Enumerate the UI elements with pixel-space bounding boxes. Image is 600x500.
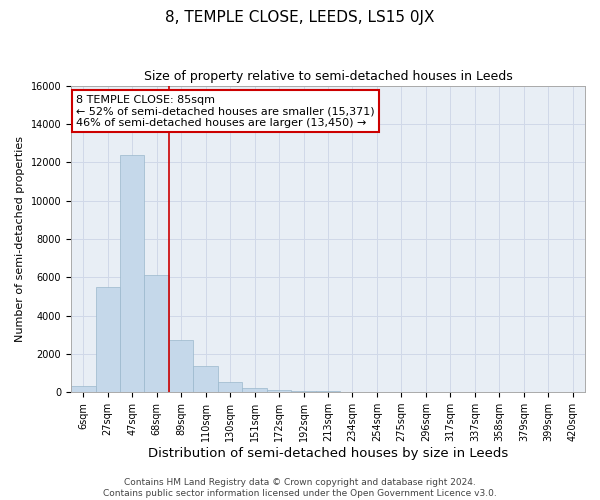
Bar bbox=[71, 386, 95, 392]
Bar bbox=[120, 154, 145, 392]
Bar bbox=[145, 276, 169, 392]
Y-axis label: Number of semi-detached properties: Number of semi-detached properties bbox=[15, 136, 25, 342]
Bar bbox=[193, 366, 218, 392]
Bar bbox=[218, 382, 242, 392]
Text: 8, TEMPLE CLOSE, LEEDS, LS15 0JX: 8, TEMPLE CLOSE, LEEDS, LS15 0JX bbox=[165, 10, 435, 25]
Bar bbox=[267, 390, 292, 392]
Bar bbox=[292, 390, 316, 392]
Bar bbox=[169, 340, 193, 392]
Bar bbox=[242, 388, 267, 392]
Title: Size of property relative to semi-detached houses in Leeds: Size of property relative to semi-detach… bbox=[143, 70, 512, 83]
Bar bbox=[95, 287, 120, 392]
X-axis label: Distribution of semi-detached houses by size in Leeds: Distribution of semi-detached houses by … bbox=[148, 447, 508, 460]
Text: Contains HM Land Registry data © Crown copyright and database right 2024.
Contai: Contains HM Land Registry data © Crown c… bbox=[103, 478, 497, 498]
Text: 8 TEMPLE CLOSE: 85sqm
← 52% of semi-detached houses are smaller (15,371)
46% of : 8 TEMPLE CLOSE: 85sqm ← 52% of semi-deta… bbox=[76, 95, 375, 128]
